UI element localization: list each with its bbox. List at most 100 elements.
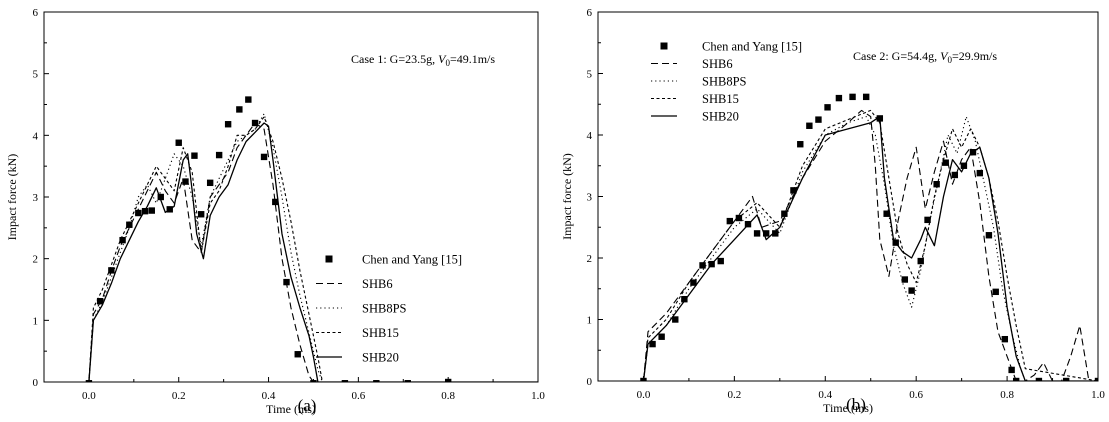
- series-shb6: [88, 122, 538, 382]
- series-line: [88, 122, 538, 382]
- data-point: [294, 351, 301, 358]
- data-point: [135, 209, 142, 217]
- legend-label: SHB6: [702, 57, 733, 71]
- data-point: [681, 296, 688, 303]
- y-tick-label: 3: [33, 192, 39, 204]
- legend-label: SHB20: [702, 110, 739, 124]
- data-point: [824, 104, 831, 111]
- x-tick-label: 0.0: [82, 390, 96, 402]
- y-tick-label: 0: [587, 376, 593, 388]
- data-point: [933, 181, 940, 188]
- chart-svg-a: 0.0 0.2 0.4 0.6 0.8 1.0 0 1 2 3 4 5 6 Time (ms) Impact…: [5, 7, 545, 416]
- data-point: [649, 340, 656, 348]
- data-point: [985, 232, 993, 239]
- series-line: [88, 122, 538, 382]
- x-tick-label: 0.2: [727, 389, 741, 401]
- series-shb15: [88, 116, 538, 382]
- legend-label: SHB8PS: [702, 75, 747, 89]
- data-point: [924, 216, 931, 224]
- series-shb20: [88, 122, 538, 382]
- y-tick-label: 6: [587, 7, 593, 19]
- legend-label: SHB6: [362, 277, 393, 291]
- data-point: [883, 210, 890, 217]
- x-tick-label: 0.2: [172, 390, 186, 402]
- data-point: [797, 141, 804, 148]
- data-point: [260, 153, 268, 161]
- series-shb6: [642, 109, 1098, 381]
- plot-frame: [597, 11, 1099, 382]
- legend: Chen and Yang [15] SHB6 SHB8PS SHB15 SHB20: [316, 253, 462, 365]
- legend-label: Chen and Yang [15]: [362, 253, 462, 267]
- chart-panel-b: 0.0 0.2 0.4 0.6 0.8 1.0 0 1 2 3 4 5 6 Time (ms) Impact…: [555, 0, 1109, 417]
- y-tick-label: 2: [33, 254, 39, 266]
- series-line: [642, 109, 1098, 381]
- series-shb15: [642, 109, 1098, 381]
- data-point: [762, 230, 770, 237]
- data-point: [672, 316, 679, 323]
- data-point: [373, 380, 380, 382]
- legend-item: SHB20: [651, 110, 739, 124]
- case-annotation-suffix: =29.9m/s: [952, 49, 997, 63]
- data-point: [236, 106, 243, 113]
- series-line: [642, 116, 1098, 381]
- legend-item: SHB8PS: [651, 75, 747, 89]
- case-annotation-v-sub: 0: [445, 58, 450, 68]
- data-point: [942, 159, 949, 166]
- x-axis-label: Time (ms): [823, 401, 873, 415]
- data-point: [245, 96, 252, 103]
- y-tick-label: 5: [33, 69, 39, 81]
- case-annotation-v: V: [438, 52, 447, 66]
- y-tick-label: 4: [587, 130, 593, 142]
- data-point: [148, 207, 155, 214]
- legend-item: SHB6: [316, 277, 393, 291]
- case-annotation-prefix: Case 2: G=54.4g,: [853, 49, 940, 63]
- legend-label: SHB20: [362, 351, 399, 365]
- data-point: [404, 380, 411, 382]
- y-tick-label: 3: [587, 192, 593, 204]
- data-point: [444, 378, 452, 382]
- data-point: [951, 171, 959, 179]
- data-point: [849, 93, 856, 101]
- x-tick-label: 0.8: [441, 390, 455, 402]
- y-tick-label: 4: [33, 130, 39, 142]
- panel-label: (b): [846, 395, 866, 414]
- case-annotation-prefix: Case 1: G=23.5g,: [351, 52, 438, 66]
- legend-label: SHB15: [702, 92, 739, 106]
- y-tick-label: 0: [33, 377, 39, 389]
- case-annotation-suffix: =49.1m/s: [450, 52, 495, 66]
- plot-frame: [43, 11, 539, 383]
- data-point: [1062, 377, 1070, 381]
- y-tick-label: 6: [33, 7, 39, 19]
- legend-item: SHB15: [651, 92, 739, 106]
- data-point: [753, 230, 761, 237]
- legend-item: SHB15: [316, 326, 399, 340]
- data-point: [908, 287, 915, 294]
- chart-svg-b: 0.0 0.2 0.4 0.6 0.8 1.0 0 1 2 3 4 5 6 Time (ms) Impact…: [560, 7, 1105, 415]
- data-point: [1001, 335, 1009, 343]
- series-shb8ps: [642, 116, 1098, 381]
- x-axis-label: Time (ms): [266, 402, 316, 416]
- legend-item: Chen and Yang [15]: [325, 253, 462, 267]
- x-tick-label: 0.8: [1000, 389, 1014, 401]
- data-point: [215, 151, 223, 159]
- legend-item: Chen and Yang [15]: [660, 40, 802, 54]
- legend-marker: [660, 42, 668, 50]
- chart-panel-a: 0.0 0.2 0.4 0.6 0.8 1.0 0 1 2 3 4 5 6 Time (ms) Impact…: [0, 0, 555, 417]
- data-point: [272, 198, 279, 206]
- data-point: [341, 380, 349, 382]
- y-tick-label: 1: [587, 315, 593, 327]
- data-point: [206, 179, 214, 187]
- series-chen-and-yang-15: [640, 93, 1098, 381]
- series-line: [642, 115, 1098, 381]
- data-point: [917, 257, 924, 265]
- legend-label: Chen and Yang [15]: [702, 40, 802, 54]
- data-point: [191, 152, 198, 159]
- data-point: [815, 116, 822, 123]
- data-point: [901, 276, 909, 283]
- legend-item: SHB20: [316, 351, 399, 365]
- case-annotation: Case 2: G=54.4g, V0=29.9m/s: [853, 49, 997, 65]
- y-axis-label: Impact force (kN): [560, 153, 574, 240]
- series-line: [88, 116, 538, 382]
- y-axis-label: Impact force (kN): [5, 154, 19, 241]
- data-point: [790, 187, 797, 194]
